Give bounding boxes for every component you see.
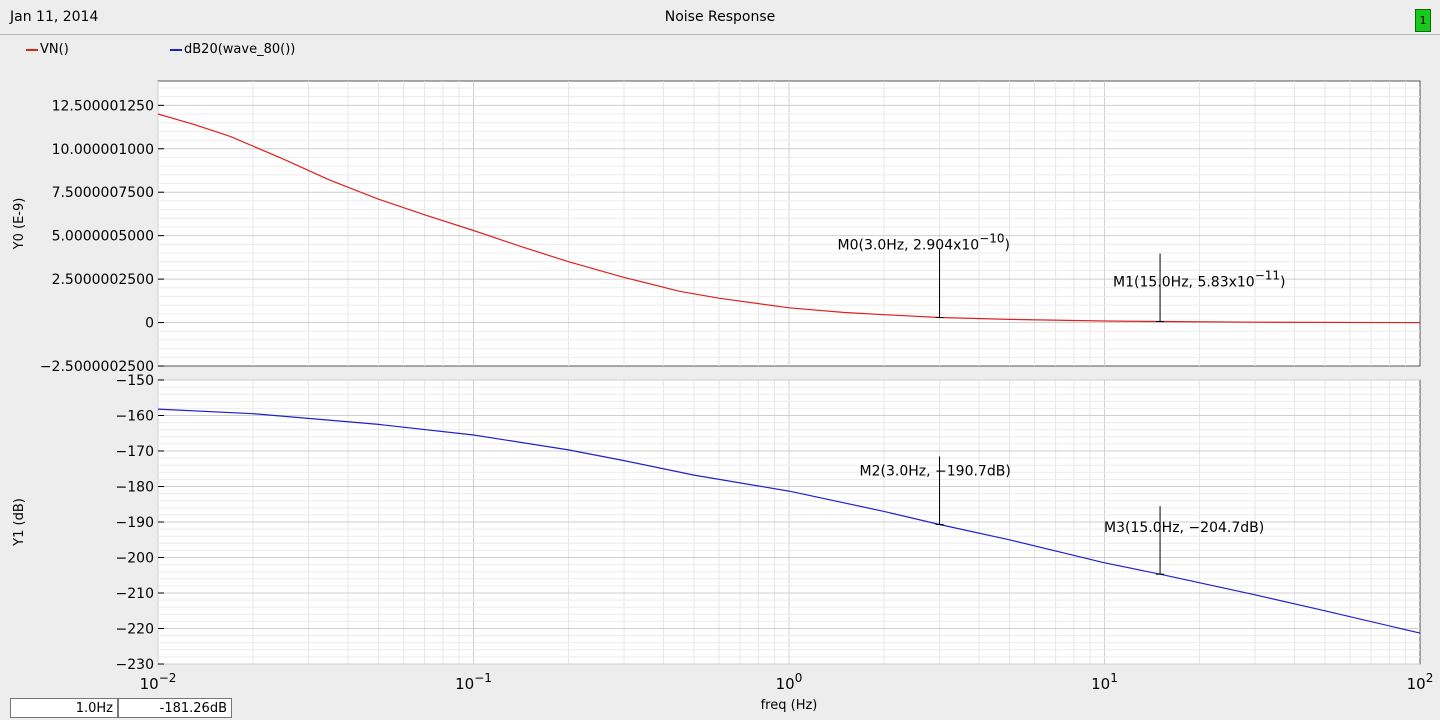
y0-y-tick-label: 0 (145, 316, 154, 332)
y0-y-tick-label: 7.5000007500 (52, 185, 154, 201)
y0-y-tick-label: 12.500001250 (52, 98, 154, 114)
x-axis-label: freq (Hz) (761, 698, 818, 713)
x-tick-label: 102 (1407, 671, 1434, 693)
y1-y-tick-label: −210 (116, 586, 154, 602)
status-bar: 1.0Hz -181.26dB (0, 698, 240, 720)
y0-marker-label: M0(3.0Hz, 2.904x10−10) (838, 232, 1010, 254)
y0-marker-label: M1(15.0Hz, 5.83x10−11) (1113, 269, 1285, 291)
x-tick-exponent: −2 (159, 671, 177, 685)
subwindow-badge[interactable]: 1 (1415, 9, 1431, 32)
y1-y-tick-label: −180 (116, 480, 154, 496)
cursor-freq-field[interactable]: 1.0Hz (10, 698, 118, 718)
legend-item-vn[interactable]: VN() (26, 42, 69, 57)
x-tick-label: 10−1 (455, 671, 492, 693)
y1-axis-label: Y1 (dB) (12, 498, 27, 547)
y0-axis-label: Y0 (E-9) (12, 198, 27, 251)
y1-series-line (157, 408, 1421, 634)
legend-swatch-db20 (170, 48, 182, 51)
chart-window-title: Noise Response (664, 9, 776, 25)
legend-swatch-vn (26, 48, 38, 51)
legend-label-db20: dB20(wave_80()) (184, 42, 296, 57)
y1-y-tick-label: −220 (116, 622, 154, 638)
date-label: Jan 11, 2014 (10, 9, 99, 25)
cursor-value-field[interactable]: -181.26dB (118, 698, 232, 718)
marker-suffix: ) (1005, 238, 1010, 254)
y0-y-tick-label: 10.000001000 (52, 142, 154, 158)
marker-suffix: ) (1280, 275, 1285, 291)
y1-y-tick-label: −170 (116, 444, 154, 460)
y1-y-tick-label: −190 (116, 515, 154, 531)
x-tick-exponent: 0 (795, 671, 803, 685)
x-tick-exponent: 2 (1426, 671, 1434, 685)
y0-series-line (157, 113, 1421, 324)
x-tick-label: 10−2 (140, 671, 177, 693)
legend-item-db20[interactable]: dB20(wave_80()) (170, 42, 295, 57)
y0-y-tick-label: 5.0000005000 (52, 229, 154, 245)
x-tick-exponent: 1 (1110, 671, 1118, 685)
y1-y-tick-label: −160 (116, 409, 154, 425)
marker-exponent: −10 (979, 232, 1004, 246)
title-bar: Jan 11, 2014 Noise Response 1 (0, 0, 1440, 35)
y1-marker-label: M3(15.0Hz, −204.7dB) (1104, 520, 1264, 536)
y1-y-tick-label: −230 (116, 657, 154, 673)
x-tick-label: 100 (776, 671, 803, 693)
marker-exponent: −11 (1255, 269, 1280, 283)
y1-marker-label: M2(3.0Hz, −190.7dB) (860, 463, 1011, 479)
x-tick-exponent: −1 (474, 671, 492, 685)
x-tick-label: 101 (1091, 671, 1118, 693)
y0-y-tick-label: 2.5000002500 (52, 272, 154, 288)
y1-y-tick-label: −200 (116, 551, 154, 567)
legend-label-vn: VN() (40, 42, 69, 57)
y0-y-tick-label: −2.5000002500 (40, 359, 154, 375)
y1-y-tick-label: −150 (116, 373, 154, 389)
legend: VN() dB20(wave_80()) (0, 42, 1440, 62)
